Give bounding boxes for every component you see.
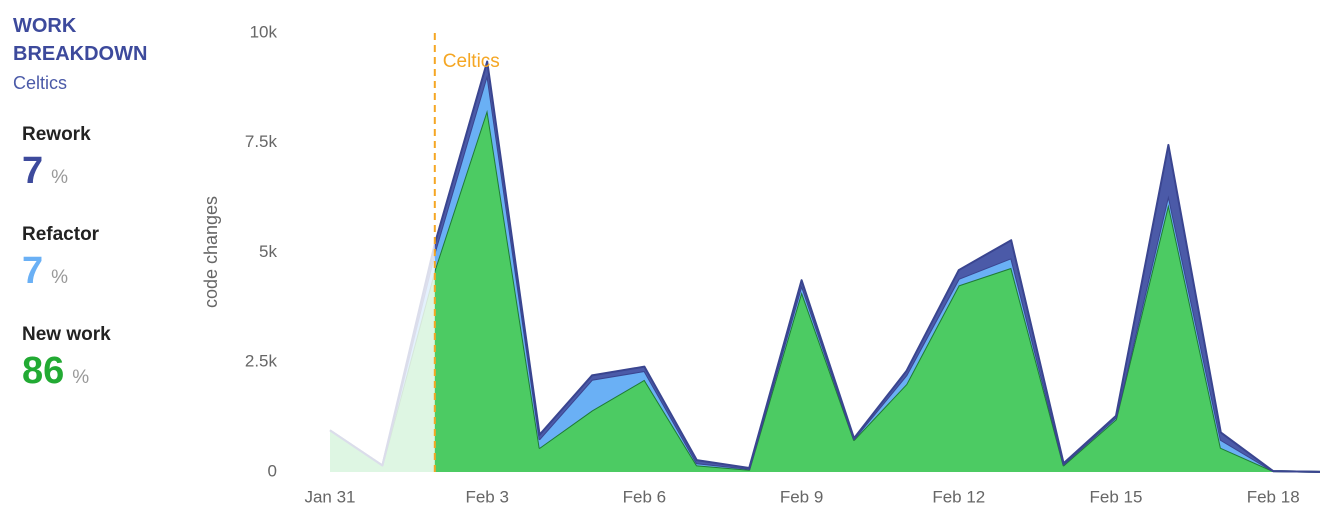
- x-tick-label: Jan 31: [304, 487, 355, 506]
- stat-label: New work: [22, 324, 111, 345]
- stat-unit: %: [72, 367, 90, 388]
- stat: Refactor 7%: [22, 224, 99, 293]
- title: WORK BREAKDOWN: [13, 15, 148, 65]
- stat-label: Rework: [22, 124, 91, 145]
- stat-unit: %: [51, 167, 69, 188]
- x-tick-label: Feb 15: [1090, 487, 1143, 506]
- x-tick-label: Feb 6: [623, 487, 666, 506]
- sidebar: WORK BREAKDOWN Celtics Rework 7% Refactor 7…: [0, 0, 190, 520]
- x-tick-label: Feb 3: [465, 487, 508, 506]
- stat-value: 7: [22, 250, 44, 292]
- stat-value: 7: [22, 150, 44, 192]
- annotation-label: Celtics: [443, 51, 500, 72]
- x-tick-label: Feb 12: [932, 487, 985, 506]
- stat-value-row: 86%: [22, 350, 111, 393]
- stat-label: Refactor: [22, 224, 100, 245]
- stat-unit: %: [51, 267, 69, 288]
- subtitle: Celtics: [13, 73, 68, 93]
- y-tick-label: 2.5k: [245, 352, 278, 371]
- y-axis-label: code changes: [201, 196, 221, 308]
- stat: New work 86%: [22, 324, 111, 393]
- stat-value: 86: [22, 350, 65, 392]
- y-tick-label: 7.5k: [245, 132, 278, 151]
- area-line: [329, 60, 1320, 473]
- faded-region: [328, 28, 435, 473]
- y-tick-label: 5k: [259, 242, 277, 261]
- stat: Rework 7%: [22, 124, 91, 193]
- x-tick-label: Feb 9: [780, 487, 823, 506]
- stat-value-row: 7%: [22, 250, 99, 293]
- stat-value-row: 7%: [22, 150, 91, 193]
- y-tick-label: 10k: [250, 22, 278, 41]
- y-tick-label: 0: [268, 461, 277, 480]
- x-tick-label: Feb 18: [1247, 487, 1300, 506]
